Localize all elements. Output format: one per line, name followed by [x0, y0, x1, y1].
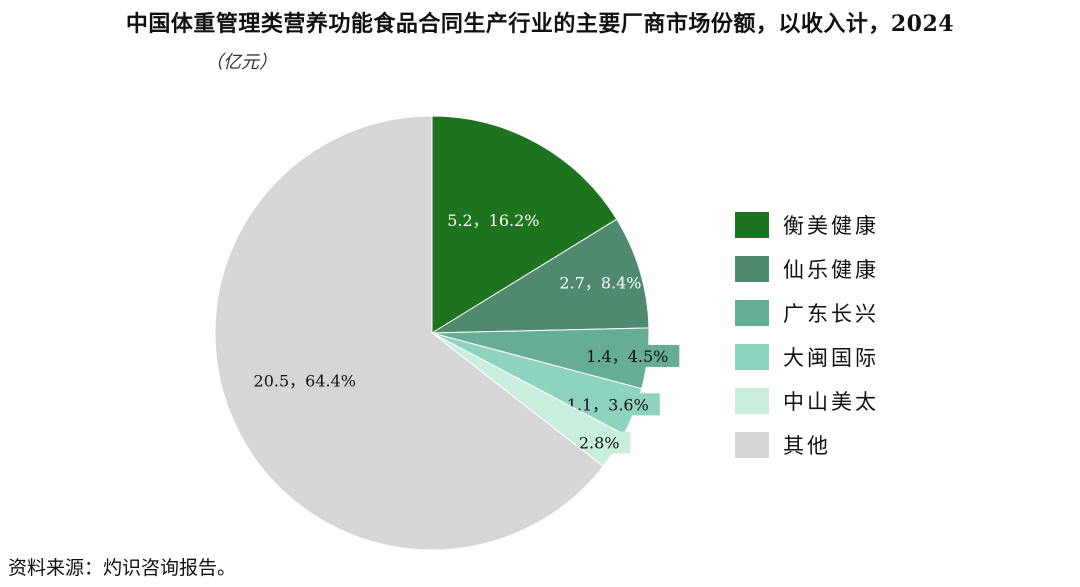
source-note: 资料来源：灼识咨询报告。	[8, 557, 237, 579]
chart-title: 中国体重管理类营养功能食品合同生产行业的主要厂商市场份额，以收入计，2024	[125, 11, 955, 37]
unit-label: （亿元）	[205, 52, 277, 73]
slice-label-bg	[575, 344, 680, 367]
legend-label: 衡美健康	[783, 214, 879, 238]
legend-label: 中山美太	[783, 390, 879, 414]
legend-swatch	[735, 256, 769, 282]
legend-swatch	[735, 388, 769, 414]
slice-label: 20.5，64.4%	[254, 371, 356, 390]
legend-label: 广东长兴	[783, 302, 879, 326]
slice-label: 1.1，3.6%	[567, 395, 649, 414]
legend-swatch	[735, 344, 769, 370]
slice-label-bg	[555, 393, 660, 416]
legend-label: 大闽国际	[783, 346, 879, 370]
slice-label: 2.7，8.4%	[559, 274, 641, 293]
slice-label: 5.2，16.2%	[447, 211, 539, 230]
pie-slice	[431, 115, 618, 334]
slice-label: 1.4，4.5%	[586, 347, 668, 366]
legend-swatch	[735, 300, 769, 326]
pie-slice	[214, 115, 604, 551]
legend-label: 仙乐健康	[783, 258, 879, 282]
legend-swatch	[735, 432, 769, 458]
legend-label: 其他	[783, 434, 831, 458]
legend-swatch	[735, 212, 769, 238]
pie-slice	[430, 218, 650, 334]
